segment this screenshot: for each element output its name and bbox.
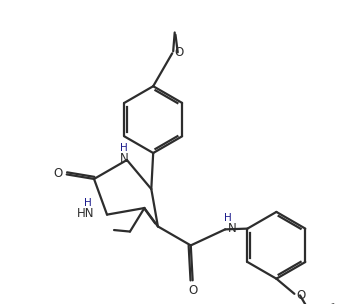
Text: H: H	[120, 143, 128, 153]
Text: O: O	[188, 284, 198, 297]
Text: N: N	[228, 222, 237, 235]
Text: O: O	[54, 167, 63, 180]
Text: H: H	[224, 213, 232, 223]
Text: H: H	[84, 198, 92, 208]
Text: O: O	[174, 46, 183, 59]
Text: O: O	[296, 289, 305, 302]
Text: HN: HN	[77, 207, 94, 220]
Text: N: N	[120, 152, 128, 166]
